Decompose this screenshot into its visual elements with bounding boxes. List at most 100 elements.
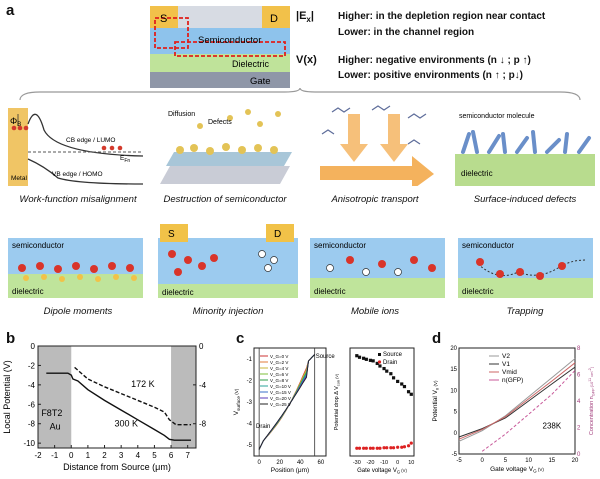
b-xtick-label: 7 xyxy=(185,451,190,460)
c-right-point-drain xyxy=(368,446,373,450)
ds-diffusion: Diffusion xyxy=(168,111,195,118)
vx-symbol: V(x) xyxy=(296,54,317,66)
b-xtick-label: 1 xyxy=(86,451,91,460)
wf-vb-curve xyxy=(27,158,143,185)
wf-metal-text: Metal xyxy=(11,175,27,182)
mo-ions-pos xyxy=(326,264,402,276)
c-right-point-drain xyxy=(409,441,413,445)
mo-semi xyxy=(310,238,445,278)
vx-lower: Lower: positive environments (n ↑ ; p↓) xyxy=(338,70,524,81)
ds-defects: Defects xyxy=(208,119,232,126)
tr-semi-text: semiconductor xyxy=(462,241,514,250)
sd-dielectric xyxy=(455,154,595,186)
c-right-xtick-label: -10 xyxy=(380,460,388,466)
d-series-line-3 xyxy=(481,370,576,452)
b-ylabel: Local Potential (V) xyxy=(2,360,12,434)
c-left-series-8 xyxy=(258,354,316,450)
b-ytick-label: -6 xyxy=(28,400,36,409)
wf-electrons xyxy=(11,125,123,151)
c-left-ytick-label: -4 xyxy=(247,422,253,428)
c-right-point-drain xyxy=(391,446,396,450)
d-xtick-label: 0 xyxy=(481,458,485,464)
c-left-legend-entry: V_G=25 V xyxy=(270,402,291,407)
d-ytick-label: 10 xyxy=(450,388,457,394)
b-y2tick-label: 0 xyxy=(199,342,204,351)
c-left-ytick-label: -3 xyxy=(247,400,253,406)
d-legend-entry: V1 xyxy=(502,361,510,368)
b-electrode-left xyxy=(38,346,72,448)
c-right-point-source xyxy=(385,369,389,373)
c-right-frame xyxy=(349,347,415,457)
caption-dm: Dipole moments xyxy=(43,306,113,317)
channel-box xyxy=(174,41,286,57)
d-xtick-label: 15 xyxy=(548,458,555,464)
mo-semi-text: semiconductor xyxy=(314,241,366,250)
caption-ds: Destruction of semiconductor xyxy=(163,194,287,205)
c-right-point-drain xyxy=(364,446,368,450)
c-right-point-source xyxy=(368,358,373,362)
c-right-point-drain xyxy=(396,445,400,449)
gate-layer xyxy=(150,72,290,88)
c-right-point-drain xyxy=(406,444,411,448)
wf-ef: EFn xyxy=(120,155,130,164)
c-left-xtick-label: 20 xyxy=(276,460,283,466)
brace xyxy=(19,88,581,101)
d-ytick-label: 20 xyxy=(450,346,457,352)
c-right-point-drain xyxy=(357,446,362,450)
device-schematic: S D Semiconductor Dielectric Gate xyxy=(150,6,290,88)
b-frame xyxy=(37,345,197,449)
c-right-point-drain xyxy=(375,446,379,450)
c-right-point-drain xyxy=(389,446,393,450)
d-legend-entry: n(GFP) xyxy=(502,377,523,384)
b-series-line-0 xyxy=(46,372,191,441)
d-legend-entry: Vmid xyxy=(502,369,517,376)
vx-higher: Higher: negative environments (n ↓ ; p ↑… xyxy=(338,55,531,66)
dm-diagram: semiconductor dielectric xyxy=(8,238,143,298)
c-left-frame xyxy=(253,347,327,457)
tr-diel xyxy=(458,278,593,298)
c-right-legend-source-swatch xyxy=(378,353,381,356)
dm-diel xyxy=(8,274,143,298)
c-right-point-source xyxy=(402,384,407,389)
b-material: F8T2 xyxy=(41,408,62,418)
d-y2label: Concentration nGFP (1011 cm-2) xyxy=(588,366,596,435)
c-left-legend-entry: V_G=15 V xyxy=(270,390,291,395)
b-xtick-label: 3 xyxy=(119,451,124,460)
c-left-drain-text: Drain xyxy=(256,424,270,430)
panel-d-label: d xyxy=(432,330,442,347)
mi-diel xyxy=(158,284,298,298)
c-right-point-source xyxy=(406,390,411,394)
c-left-legend-entry: V_G=20 V xyxy=(270,396,291,401)
chart-c: 0 20 40 60-1-2-3-4-5V_G=0 VV_G=2 VV_G=4 VV_… xyxy=(233,347,415,475)
mi-diel-text: dielectric xyxy=(162,288,194,297)
dm-semi-text: semiconductor xyxy=(12,241,64,250)
b-xtick-label: -1 xyxy=(51,451,59,460)
mi-electrons xyxy=(168,250,218,276)
b-electrode-right xyxy=(171,346,196,448)
wf-vb: VB edge / HOMO xyxy=(52,171,103,178)
sd-dielectric-text: dielectric xyxy=(461,169,493,178)
c-right-point-source xyxy=(375,361,379,366)
drain-electrode xyxy=(262,6,290,28)
ds-substrate xyxy=(160,166,290,184)
mo-ions-neg xyxy=(346,256,436,272)
c-left-xtick-label: 40 xyxy=(297,460,304,466)
d-series-line-2 xyxy=(458,362,576,440)
panel-b-label: b xyxy=(6,330,16,347)
brace-path xyxy=(19,88,581,101)
d-ytick-label: 0 xyxy=(454,431,458,437)
caption-wf: Work-function misalignment xyxy=(19,194,137,205)
b-ytick-label: -8 xyxy=(28,420,36,429)
tr-diel-text: dielectric xyxy=(462,287,494,296)
dielectric-layer xyxy=(150,54,290,72)
c-left-xtick-label: 60 xyxy=(318,460,325,466)
c-right-point-drain xyxy=(385,446,389,450)
c-right-point-source xyxy=(357,355,362,359)
c-right-point-drain xyxy=(355,446,359,450)
c-left-xtick-label: 0 xyxy=(257,460,261,466)
c-right-point-source xyxy=(378,364,382,368)
b-ytick-label: -4 xyxy=(28,381,36,390)
c-left-ytick-label: -1 xyxy=(247,357,253,363)
panel-c-label: c xyxy=(236,330,245,347)
